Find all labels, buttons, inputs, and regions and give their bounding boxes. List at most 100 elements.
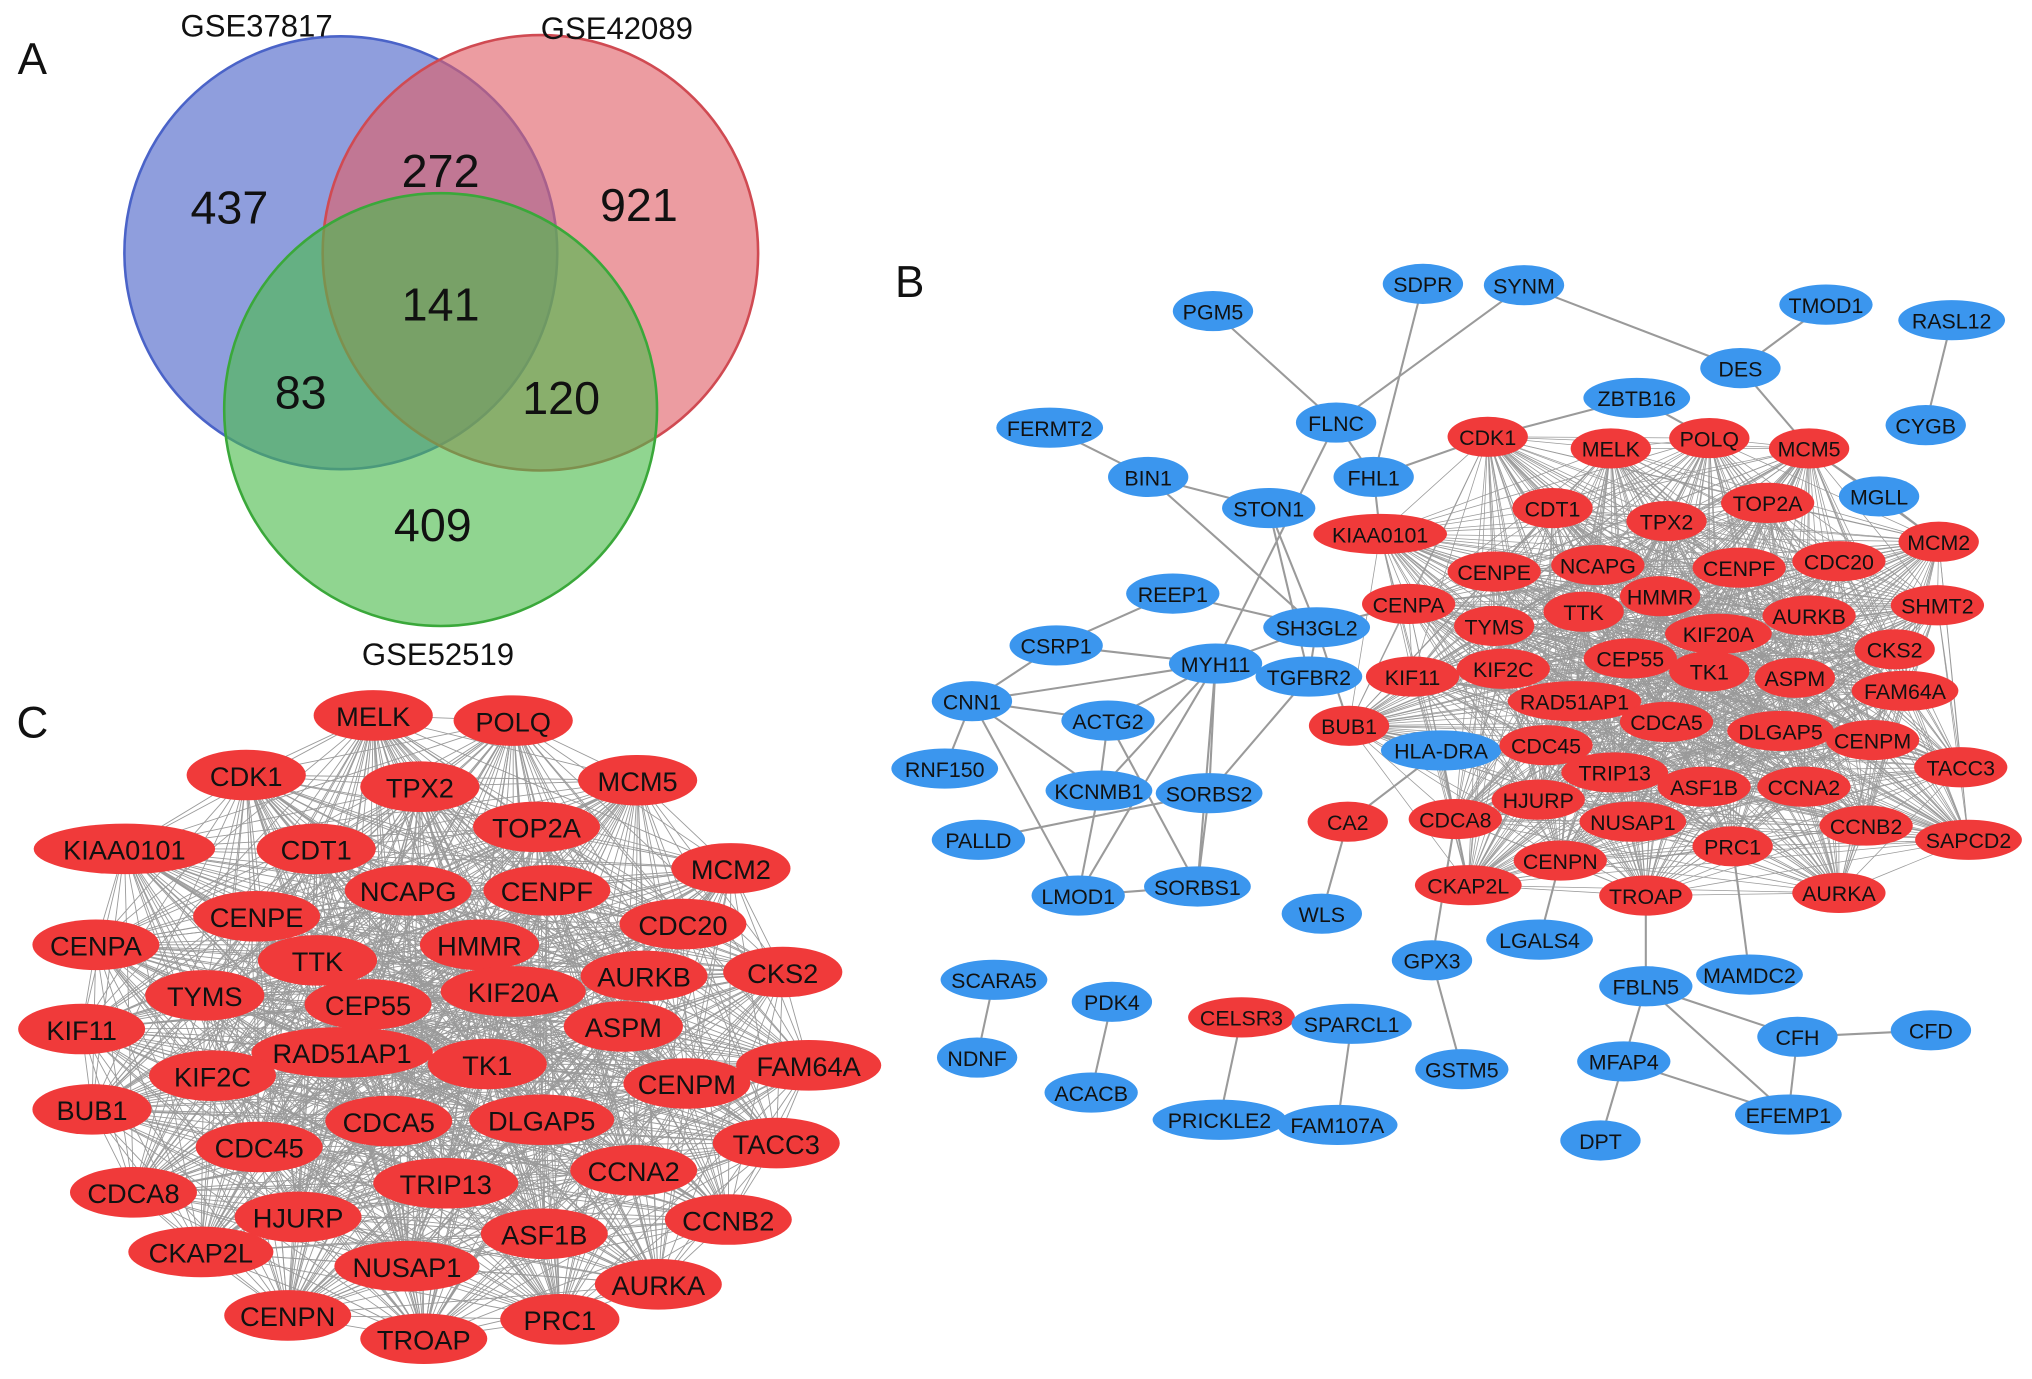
gene-node-mcm5[interactable]: MCM5 xyxy=(1768,428,1850,469)
gene-node-mamdc2[interactable]: MAMDC2 xyxy=(1696,954,1803,995)
gene-node-tacc3[interactable]: TACC3 xyxy=(712,1117,840,1169)
gene-node-dlgap5[interactable]: DLGAP5 xyxy=(1727,710,1834,752)
gene-node-cdc20[interactable]: CDC20 xyxy=(1792,541,1886,582)
gene-node-flnc[interactable]: FLNC xyxy=(1295,402,1377,443)
gene-node-sparcl1[interactable]: SPARCL1 xyxy=(1291,1003,1412,1044)
gene-node-fam64a[interactable]: FAM64A xyxy=(1851,670,1959,711)
gene-node-cdca8[interactable]: CDCA8 xyxy=(1408,799,1502,840)
gene-node-bub1[interactable]: BUB1 xyxy=(1308,705,1390,746)
gene-node-polq[interactable]: POLQ xyxy=(453,695,573,746)
gene-node-sapcd2[interactable]: SAPCD2 xyxy=(1915,819,2022,860)
gene-node-ccnb2[interactable]: CCNB2 xyxy=(1819,805,1913,846)
gene-node-gstm5[interactable]: GSTM5 xyxy=(1415,1049,1509,1090)
gene-node-efemp1[interactable]: EFEMP1 xyxy=(1734,1094,1842,1135)
gene-node-fhl1[interactable]: FHL1 xyxy=(1333,456,1414,498)
gene-node-nusap1[interactable]: NUSAP1 xyxy=(334,1240,480,1292)
gene-node-cenpf[interactable]: CENPF xyxy=(1692,547,1786,588)
gene-node-bub1[interactable]: BUB1 xyxy=(32,1084,152,1135)
gene-node-tpx2[interactable]: TPX2 xyxy=(1626,500,1707,542)
gene-node-ccna2[interactable]: CCNA2 xyxy=(570,1145,698,1196)
gene-node-cnn1[interactable]: CNN1 xyxy=(931,681,1013,722)
gene-node-tk1[interactable]: TK1 xyxy=(427,1038,547,1090)
gene-node-pdk4[interactable]: PDK4 xyxy=(1071,981,1153,1022)
gene-node-cdk1[interactable]: CDK1 xyxy=(186,749,306,801)
gene-node-tacc3[interactable]: TACC3 xyxy=(1914,747,2008,788)
gene-node-hmmr[interactable]: HMMR xyxy=(1619,576,1701,617)
gene-node-lmod1[interactable]: LMOD1 xyxy=(1031,875,1125,916)
gene-node-tmod1[interactable]: TMOD1 xyxy=(1779,284,1873,325)
gene-node-melk[interactable]: MELK xyxy=(1570,428,1651,469)
gene-node-rad51ap1[interactable]: RAD51AP1 xyxy=(251,1027,433,1078)
gene-node-scara5[interactable]: SCARA5 xyxy=(940,959,1048,1000)
gene-node-cdk1[interactable]: CDK1 xyxy=(1447,416,1528,457)
gene-node-sorbs2[interactable]: SORBS2 xyxy=(1155,773,1263,814)
gene-node-ccna2[interactable]: CCNA2 xyxy=(1757,766,1851,807)
gene-node-csrp1[interactable]: CSRP1 xyxy=(1009,625,1103,666)
gene-node-bin1[interactable]: BIN1 xyxy=(1108,456,1189,498)
gene-node-ckap2l[interactable]: CKAP2L xyxy=(1414,865,1522,906)
gene-node-ckap2l[interactable]: CKAP2L xyxy=(128,1226,274,1278)
gene-node-ca2[interactable]: CA2 xyxy=(1307,801,1388,842)
gene-node-wls[interactable]: WLS xyxy=(1281,893,1363,934)
gene-node-actg2[interactable]: ACTG2 xyxy=(1061,700,1155,741)
gene-node-palld[interactable]: PALLD xyxy=(931,819,1026,860)
gene-node-cep55[interactable]: CEP55 xyxy=(1583,638,1677,679)
gene-node-cenpm[interactable]: CENPM xyxy=(1825,719,1920,761)
gene-node-cdc45[interactable]: CDC45 xyxy=(1499,725,1593,766)
gene-node-hla-dra[interactable]: HLA-DRA xyxy=(1380,730,1502,771)
gene-node-hmmr[interactable]: HMMR xyxy=(419,919,540,971)
gene-node-ston1[interactable]: STON1 xyxy=(1222,487,1316,529)
gene-node-cdc45[interactable]: CDC45 xyxy=(195,1121,323,1173)
gene-node-fam107a[interactable]: FAM107A xyxy=(1277,1104,1398,1146)
gene-node-kif2c[interactable]: KIF2C xyxy=(1456,648,1550,689)
gene-node-top2a[interactable]: TOP2A xyxy=(473,801,601,853)
gene-node-zbtb16[interactable]: ZBTB16 xyxy=(1583,377,1691,419)
gene-node-dlgap5[interactable]: DLGAP5 xyxy=(469,1094,615,1146)
gene-node-synm[interactable]: SYNM xyxy=(1483,265,1565,306)
gene-node-aspm[interactable]: ASPM xyxy=(1754,657,1836,698)
gene-node-mcm5[interactable]: MCM5 xyxy=(577,754,698,806)
gene-node-aspm[interactable]: ASPM xyxy=(563,1001,683,1052)
gene-node-pgm5[interactable]: PGM5 xyxy=(1172,291,1254,332)
gene-node-cdt1[interactable]: CDT1 xyxy=(256,823,376,875)
gene-node-cenpe[interactable]: CENPE xyxy=(1447,551,1541,592)
gene-node-kiaa0101[interactable]: KIAA0101 xyxy=(1313,513,1448,555)
gene-node-cenpa[interactable]: CENPA xyxy=(1362,583,1456,625)
gene-node-tyms[interactable]: TYMS xyxy=(1454,605,1535,647)
gene-node-trip13[interactable]: TRIP13 xyxy=(373,1157,519,1209)
gene-node-kif11[interactable]: KIF11 xyxy=(18,1003,146,1055)
gene-node-ccnb2[interactable]: CCNB2 xyxy=(664,1194,792,1245)
gene-node-lgals4[interactable]: LGALS4 xyxy=(1486,919,1593,960)
gene-node-myh11[interactable]: MYH11 xyxy=(1168,643,1263,684)
gene-node-ncapg[interactable]: NCAPG xyxy=(344,865,472,916)
gene-node-cenpn[interactable]: CENPN xyxy=(224,1290,352,1341)
gene-node-kif2c[interactable]: KIF2C xyxy=(149,1050,277,1101)
gene-node-sh3gl2[interactable]: SH3GL2 xyxy=(1263,607,1371,648)
gene-node-kcnmb1[interactable]: KCNMB1 xyxy=(1045,770,1153,811)
gene-node-hjurp[interactable]: HJURP xyxy=(234,1191,362,1243)
gene-node-nusap1[interactable]: NUSAP1 xyxy=(1579,801,1687,842)
gene-node-mcm2[interactable]: MCM2 xyxy=(671,843,791,894)
gene-node-aurkb[interactable]: AURKB xyxy=(580,950,708,1002)
gene-node-top2a[interactable]: TOP2A xyxy=(1720,482,1815,523)
gene-node-tpx2[interactable]: TPX2 xyxy=(360,761,480,812)
gene-node-tgfbr2[interactable]: TGFBR2 xyxy=(1255,656,1363,697)
gene-node-troap[interactable]: TROAP xyxy=(360,1313,488,1365)
gene-node-ncapg[interactable]: NCAPG xyxy=(1551,545,1645,586)
gene-node-gpx3[interactable]: GPX3 xyxy=(1391,940,1473,981)
gene-node-fermt2[interactable]: FERMT2 xyxy=(996,407,1104,448)
gene-node-ttk[interactable]: TTK xyxy=(257,935,378,986)
gene-node-asf1b[interactable]: ASF1B xyxy=(480,1208,608,1260)
gene-node-asf1b[interactable]: ASF1B xyxy=(1657,766,1751,807)
gene-node-kif20a[interactable]: KIF20A xyxy=(1664,613,1772,654)
gene-node-cdt1[interactable]: CDT1 xyxy=(1512,487,1593,529)
gene-node-aurka[interactable]: AURKA xyxy=(594,1259,722,1310)
gene-node-kif11[interactable]: KIF11 xyxy=(1365,656,1460,697)
gene-node-kiaa0101[interactable]: KIAA0101 xyxy=(33,823,216,875)
gene-node-mfap4[interactable]: MFAP4 xyxy=(1577,1041,1671,1082)
gene-node-cdc20[interactable]: CDC20 xyxy=(619,898,747,950)
gene-node-troap[interactable]: TROAP xyxy=(1599,875,1693,916)
gene-node-aurkb[interactable]: AURKB xyxy=(1762,595,1856,636)
gene-node-fbln5[interactable]: FBLN5 xyxy=(1599,966,1693,1007)
gene-node-shmt2[interactable]: SHMT2 xyxy=(1890,585,1985,626)
